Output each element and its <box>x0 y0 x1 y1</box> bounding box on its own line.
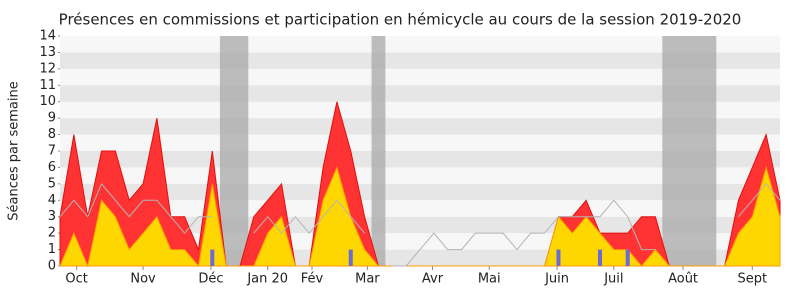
y-tick-label: 1 <box>48 242 56 257</box>
y-tick-label: 5 <box>48 176 56 191</box>
x-tick-label: Déc <box>198 272 223 287</box>
y-tick-label: 14 <box>39 29 56 44</box>
x-tick-label: Fév <box>301 272 324 287</box>
bar <box>598 249 602 266</box>
bar <box>556 249 561 266</box>
x-tick-label: Août <box>668 272 698 287</box>
y-tick-label: 6 <box>48 160 56 175</box>
y-tick-label: 8 <box>48 127 56 142</box>
y-tick-label: 2 <box>48 226 56 241</box>
y-tick-label: 3 <box>48 209 56 224</box>
y-tick-label: 12 <box>39 61 56 76</box>
chart-title: Présences en commissions et participatio… <box>59 11 742 29</box>
bar <box>625 249 630 266</box>
shaded-range <box>219 36 249 266</box>
y-tick-label: 10 <box>39 94 56 109</box>
y-tick-label: 7 <box>48 144 56 159</box>
x-tick-label: Jan 20 <box>246 272 288 287</box>
x-tick-label: Avr <box>422 272 444 287</box>
y-tick-label: 4 <box>48 193 56 208</box>
shaded-range <box>371 36 386 266</box>
y-tick-label: 11 <box>39 78 56 93</box>
x-tick-label: Mar <box>355 272 380 287</box>
x-tick-label: Sept <box>738 272 768 287</box>
area <box>59 165 781 268</box>
x-tick-label: Oct <box>65 272 87 287</box>
bar <box>210 249 215 266</box>
x-tick-label: Juin <box>544 272 569 287</box>
x-tick-label: Nov <box>130 272 156 287</box>
y-axis-label: Séances par semaine <box>7 81 22 220</box>
y-tick-label: 0 <box>48 259 56 274</box>
line <box>59 182 781 267</box>
y-tick-label: 9 <box>48 111 56 126</box>
y-tick-label: 13 <box>39 45 56 60</box>
bar <box>348 249 353 266</box>
shaded-range <box>662 36 717 266</box>
x-tick-label: Juil <box>603 272 623 287</box>
x-tick-label: Mai <box>478 272 501 287</box>
